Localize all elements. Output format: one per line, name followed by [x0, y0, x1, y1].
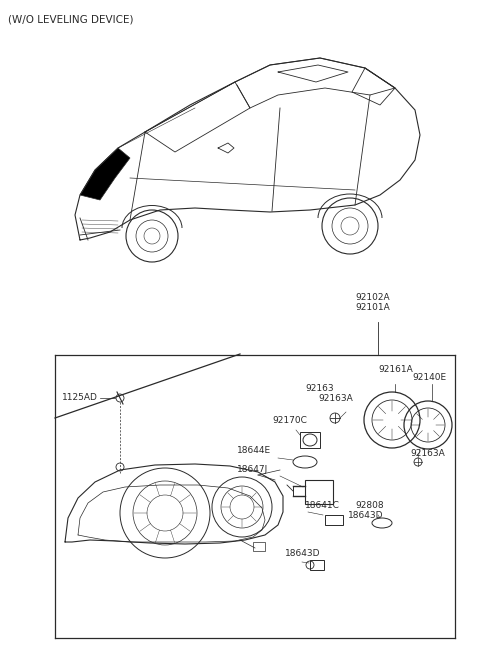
Text: 18643D: 18643D: [285, 549, 321, 558]
Bar: [305, 480, 333, 504]
Text: 92170C: 92170C: [272, 416, 307, 425]
Text: 92102A: 92102A: [355, 293, 390, 302]
Text: 92163A: 92163A: [410, 449, 445, 458]
Text: 18647J: 18647J: [237, 465, 268, 474]
Text: 18641C: 18641C: [305, 501, 340, 510]
Text: 18643D: 18643D: [348, 511, 384, 520]
Bar: [310, 560, 324, 570]
Polygon shape: [80, 148, 130, 200]
Bar: [300, 432, 320, 448]
Bar: [325, 515, 343, 525]
Text: 92163A: 92163A: [318, 394, 353, 403]
Text: 92140E: 92140E: [412, 373, 446, 382]
Text: 92161A: 92161A: [378, 365, 413, 374]
Text: 92163: 92163: [305, 384, 334, 393]
Text: (W/O LEVELING DEVICE): (W/O LEVELING DEVICE): [8, 14, 133, 24]
Text: 1125AD: 1125AD: [62, 393, 98, 403]
Text: 18644E: 18644E: [237, 446, 271, 455]
Text: 92101A: 92101A: [355, 303, 390, 312]
Text: 92808: 92808: [355, 501, 384, 510]
Bar: [253, 542, 265, 551]
